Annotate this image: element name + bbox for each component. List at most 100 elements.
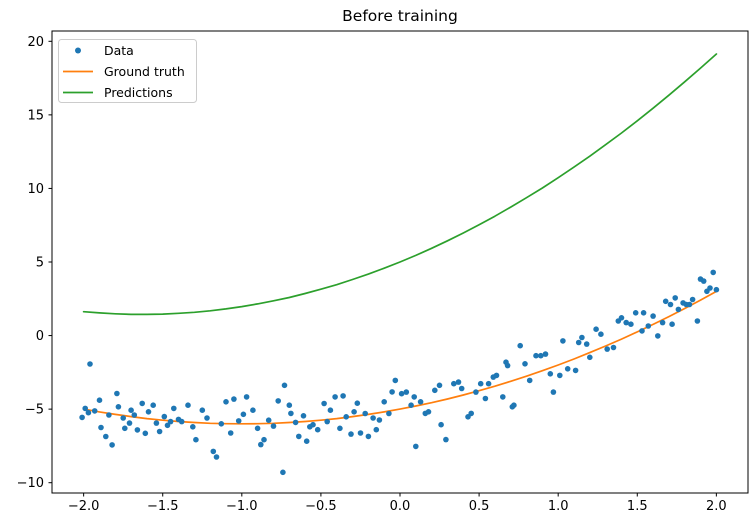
x-tick-label: −1.5 bbox=[147, 499, 179, 514]
data-point bbox=[82, 405, 88, 412]
data-point bbox=[227, 430, 234, 436]
data-point bbox=[623, 319, 629, 326]
plot-area: −2.0 −1.5 −1.0 −0.5 0.0 0.5 1.0 1.5 2.0 −10 −5 0 5 10… bbox=[17, 35, 727, 514]
data-point bbox=[321, 400, 327, 407]
x-tick-label: −0.5 bbox=[305, 499, 337, 514]
data-point bbox=[432, 387, 438, 394]
data-point bbox=[126, 420, 133, 426]
data-point bbox=[493, 372, 500, 379]
y-tick-label: 15 bbox=[27, 108, 44, 123]
data-point bbox=[610, 344, 617, 351]
predictions-line bbox=[82, 53, 718, 316]
data-point bbox=[700, 278, 707, 284]
data-point bbox=[190, 424, 196, 430]
data-point bbox=[199, 407, 206, 414]
legend-frame bbox=[58, 39, 197, 103]
data-point bbox=[142, 430, 149, 437]
data-point bbox=[131, 412, 138, 418]
data-point bbox=[485, 380, 492, 387]
data-point bbox=[579, 334, 585, 341]
ground-truth-line bbox=[82, 290, 718, 425]
data-point bbox=[659, 319, 666, 326]
chart-title: Before training bbox=[342, 7, 458, 25]
data-point bbox=[213, 454, 220, 460]
data-point bbox=[139, 400, 145, 407]
data-point bbox=[288, 410, 294, 417]
data-point bbox=[150, 402, 156, 409]
data-point bbox=[628, 321, 634, 328]
x-tick-label: 0.5 bbox=[469, 499, 490, 514]
data-point bbox=[386, 410, 392, 417]
data-point bbox=[639, 328, 645, 334]
legend-label-ground-truth: Ground truth bbox=[104, 64, 185, 79]
data-point bbox=[240, 411, 247, 418]
data-point bbox=[337, 425, 343, 432]
data-point bbox=[522, 361, 528, 367]
data-point bbox=[98, 424, 104, 431]
data-point bbox=[473, 389, 479, 395]
data-point bbox=[458, 385, 465, 392]
data-point bbox=[231, 396, 237, 402]
data-point bbox=[258, 441, 264, 448]
data-point bbox=[87, 361, 93, 367]
data-point bbox=[662, 298, 669, 305]
data-point bbox=[650, 313, 656, 319]
data-point bbox=[675, 306, 682, 313]
data-point bbox=[109, 442, 115, 448]
data-point bbox=[707, 285, 713, 291]
data-point bbox=[482, 395, 489, 402]
data-point bbox=[303, 438, 310, 445]
x-tick-label: −1.0 bbox=[226, 499, 258, 514]
y-tick-label: −10 bbox=[17, 476, 44, 491]
data-point bbox=[560, 338, 566, 344]
legend-item-ground-truth: Ground truth bbox=[63, 64, 185, 79]
data-point bbox=[235, 418, 242, 424]
data-point bbox=[694, 318, 701, 324]
legend: Data Ground truth Predictions bbox=[58, 39, 197, 103]
data-point bbox=[500, 394, 506, 400]
data-point bbox=[114, 390, 120, 397]
data-point bbox=[270, 423, 277, 429]
data-point bbox=[398, 390, 405, 397]
data-point bbox=[351, 409, 357, 415]
data-point bbox=[343, 414, 350, 420]
data-point bbox=[542, 351, 549, 357]
data-point bbox=[557, 372, 563, 379]
data-point bbox=[254, 425, 261, 432]
data-point bbox=[178, 418, 185, 425]
data-point bbox=[332, 394, 338, 400]
data-point bbox=[280, 469, 286, 476]
data-point bbox=[564, 366, 571, 372]
data-point bbox=[373, 426, 380, 433]
data-point bbox=[376, 417, 383, 423]
data-point bbox=[443, 436, 449, 443]
data-point bbox=[713, 286, 720, 293]
data-point bbox=[533, 352, 539, 359]
data-point bbox=[79, 414, 85, 421]
data-point bbox=[417, 399, 424, 405]
data-point bbox=[370, 415, 376, 421]
data-point bbox=[354, 400, 361, 407]
data-point bbox=[538, 352, 544, 359]
data-point bbox=[210, 448, 217, 455]
legend-item-predictions: Predictions bbox=[63, 85, 173, 100]
data-point bbox=[164, 422, 171, 429]
data-point bbox=[572, 367, 579, 374]
data-point bbox=[411, 394, 418, 400]
data-point bbox=[365, 433, 372, 440]
data-point bbox=[381, 399, 388, 405]
data-point bbox=[413, 443, 419, 450]
data-point bbox=[153, 420, 160, 426]
data-point bbox=[425, 409, 432, 415]
data-point bbox=[632, 310, 639, 316]
data-point bbox=[85, 409, 92, 416]
data-point bbox=[106, 412, 112, 418]
data-point bbox=[275, 398, 282, 404]
x-tick-label: 2.0 bbox=[706, 499, 727, 514]
y-tick-label: 10 bbox=[27, 182, 44, 197]
data-point bbox=[583, 341, 590, 347]
data-point bbox=[310, 421, 316, 428]
data-point bbox=[357, 430, 364, 436]
